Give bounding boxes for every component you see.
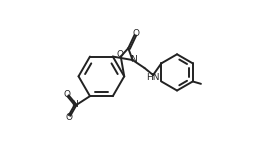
Text: N: N (71, 100, 78, 109)
Text: N: N (130, 55, 137, 64)
Text: O: O (116, 50, 123, 59)
Text: O: O (63, 90, 70, 99)
Text: O: O (132, 29, 139, 38)
Text: HN: HN (146, 73, 160, 82)
Text: O: O (66, 113, 73, 122)
